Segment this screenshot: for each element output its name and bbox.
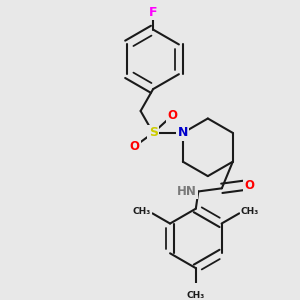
Text: N: N	[178, 126, 188, 140]
Text: O: O	[129, 140, 139, 154]
Text: HN: HN	[177, 185, 197, 198]
Text: CH₃: CH₃	[241, 207, 259, 216]
Text: O: O	[244, 179, 254, 192]
Text: CH₃: CH₃	[133, 207, 151, 216]
Text: F: F	[149, 6, 158, 19]
Text: CH₃: CH₃	[187, 291, 205, 300]
Text: S: S	[148, 126, 158, 140]
Text: O: O	[167, 109, 177, 122]
